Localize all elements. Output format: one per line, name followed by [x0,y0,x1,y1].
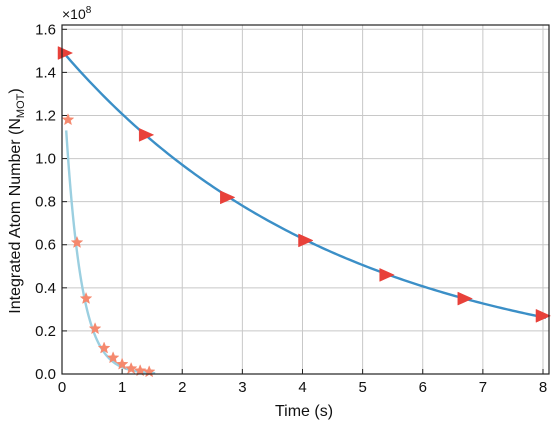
data-point-star [70,235,84,248]
y-tick-label: 0.6 [35,237,56,254]
x-tick-label: 7 [479,379,487,396]
fit-curves [61,50,547,375]
x-tick-label: 4 [298,379,306,396]
data-point-triangle [138,127,155,142]
y-tick-label: 0.0 [35,366,56,383]
x-tick-label: 8 [539,379,547,396]
x-tick-label: 1 [118,379,126,396]
data-point-star [115,357,129,370]
data-point-triangle [535,308,552,323]
y-multiplier: ×108 [62,5,92,22]
data-point-triangle [379,268,395,282]
y-tick-label: 0.8 [35,194,56,211]
x-tick-label: 3 [238,379,246,396]
y-axis-label: Integrated Atom Number (NMOT) [7,88,27,313]
fit-curve-2 [65,130,156,375]
data-point-star [88,322,102,335]
plot-frame [61,24,550,375]
data-point-triangle [298,233,314,248]
y-tick-label: 1.2 [35,107,56,124]
y-tick-label: 1.6 [35,21,56,38]
data-point-triangle [220,190,236,205]
data-point-triangle [57,46,74,60]
grid [61,25,549,375]
data-point-star [142,365,156,378]
axis-ticks: 0 1 2 3 4 5 6 7 8 0.0 0.2 0.4 0.6 0.8 1.0 1.2 1.4 1.6 [35,21,547,396]
data-point-triangle [457,291,473,306]
data-points [57,46,552,378]
data-point-star [133,364,147,377]
data-point-star [97,341,111,354]
y-tick-label: 0.2 [35,323,56,340]
data-point-star [61,113,75,126]
y-tick-label: 0.4 [35,280,56,297]
x-tick-label: 0 [58,379,66,396]
x-tick-label: 2 [178,379,186,396]
x-tick-label: 6 [419,379,427,396]
y-tick-label: 1.4 [35,64,56,81]
y-tick-label: 1.0 [35,151,56,168]
x-tick-label: 5 [358,379,366,396]
data-point-star [79,291,93,305]
fit-curve-1 [61,50,547,320]
x-axis-label: Time (s) [275,403,333,420]
data-point-star [106,351,120,364]
data-point-star [124,361,138,375]
